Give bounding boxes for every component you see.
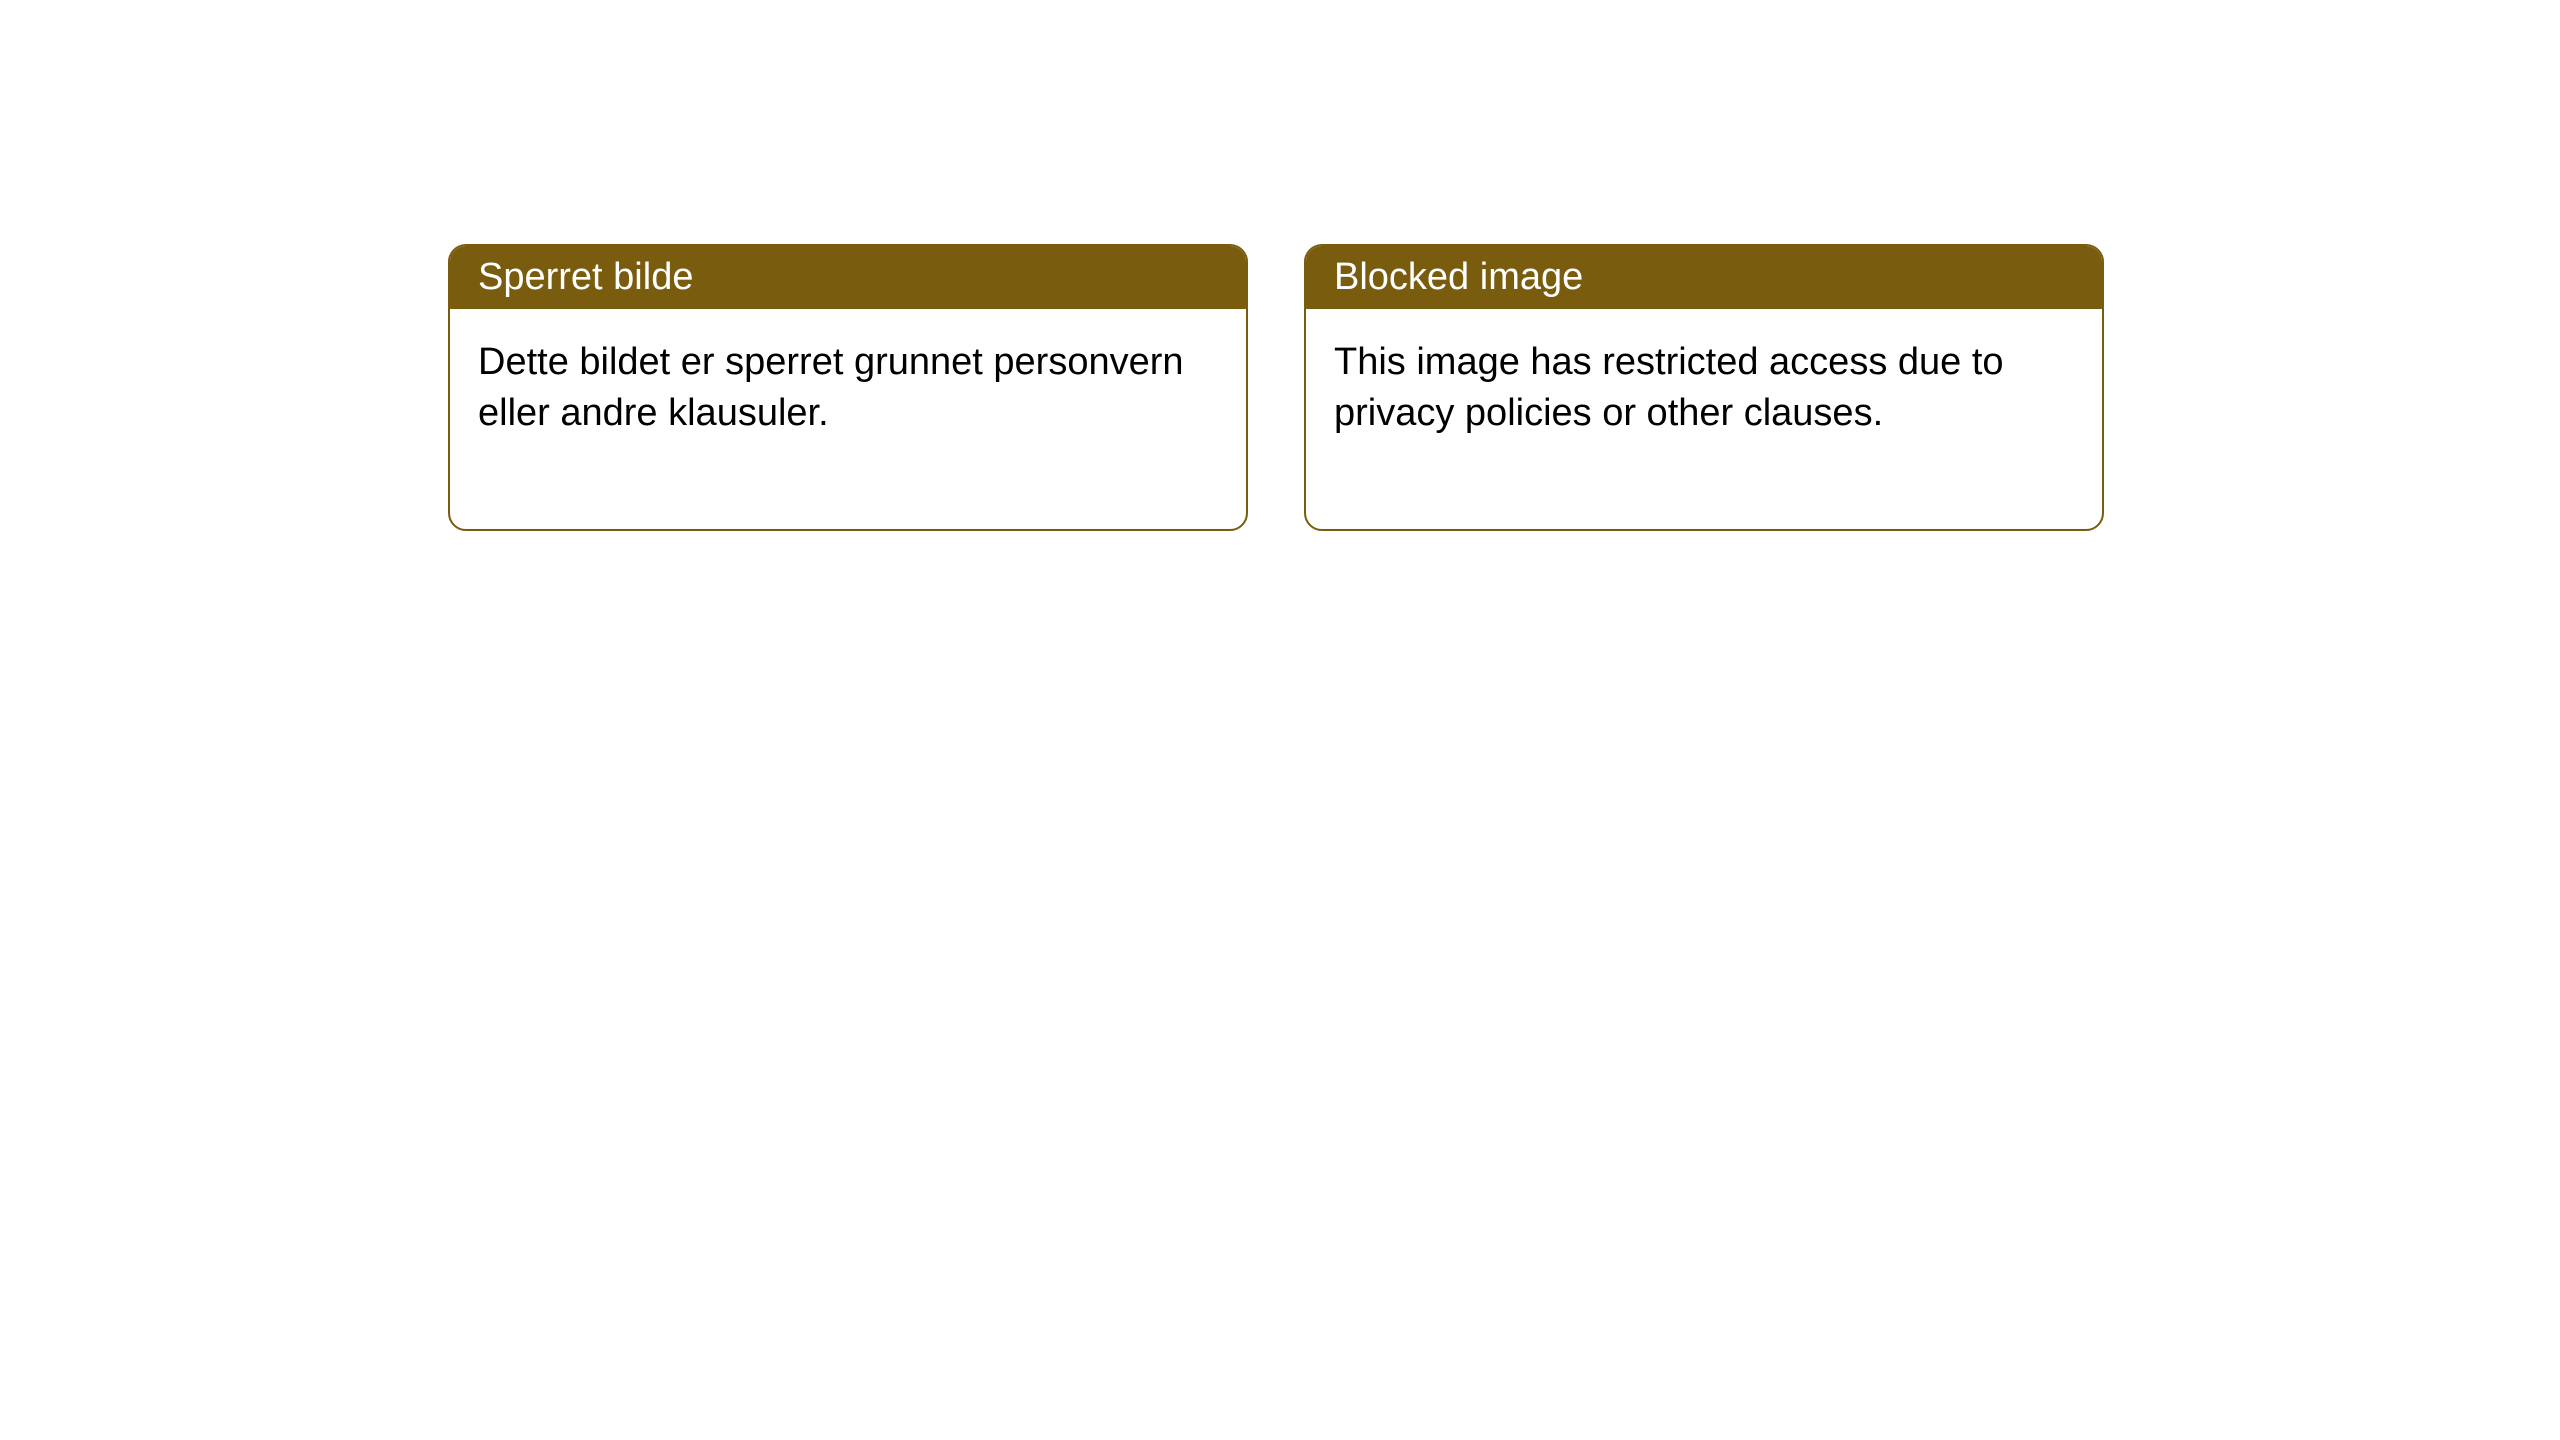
notice-card-norwegian: Sperret bilde Dette bildet er sperret gr… — [448, 244, 1248, 531]
notice-body-norwegian: Dette bildet er sperret grunnet personve… — [450, 309, 1246, 529]
notice-title-norwegian: Sperret bilde — [450, 246, 1246, 309]
notice-title-english: Blocked image — [1306, 246, 2102, 309]
notice-body-english: This image has restricted access due to … — [1306, 309, 2102, 529]
notice-card-english: Blocked image This image has restricted … — [1304, 244, 2104, 531]
notice-container: Sperret bilde Dette bildet er sperret gr… — [448, 244, 2104, 531]
